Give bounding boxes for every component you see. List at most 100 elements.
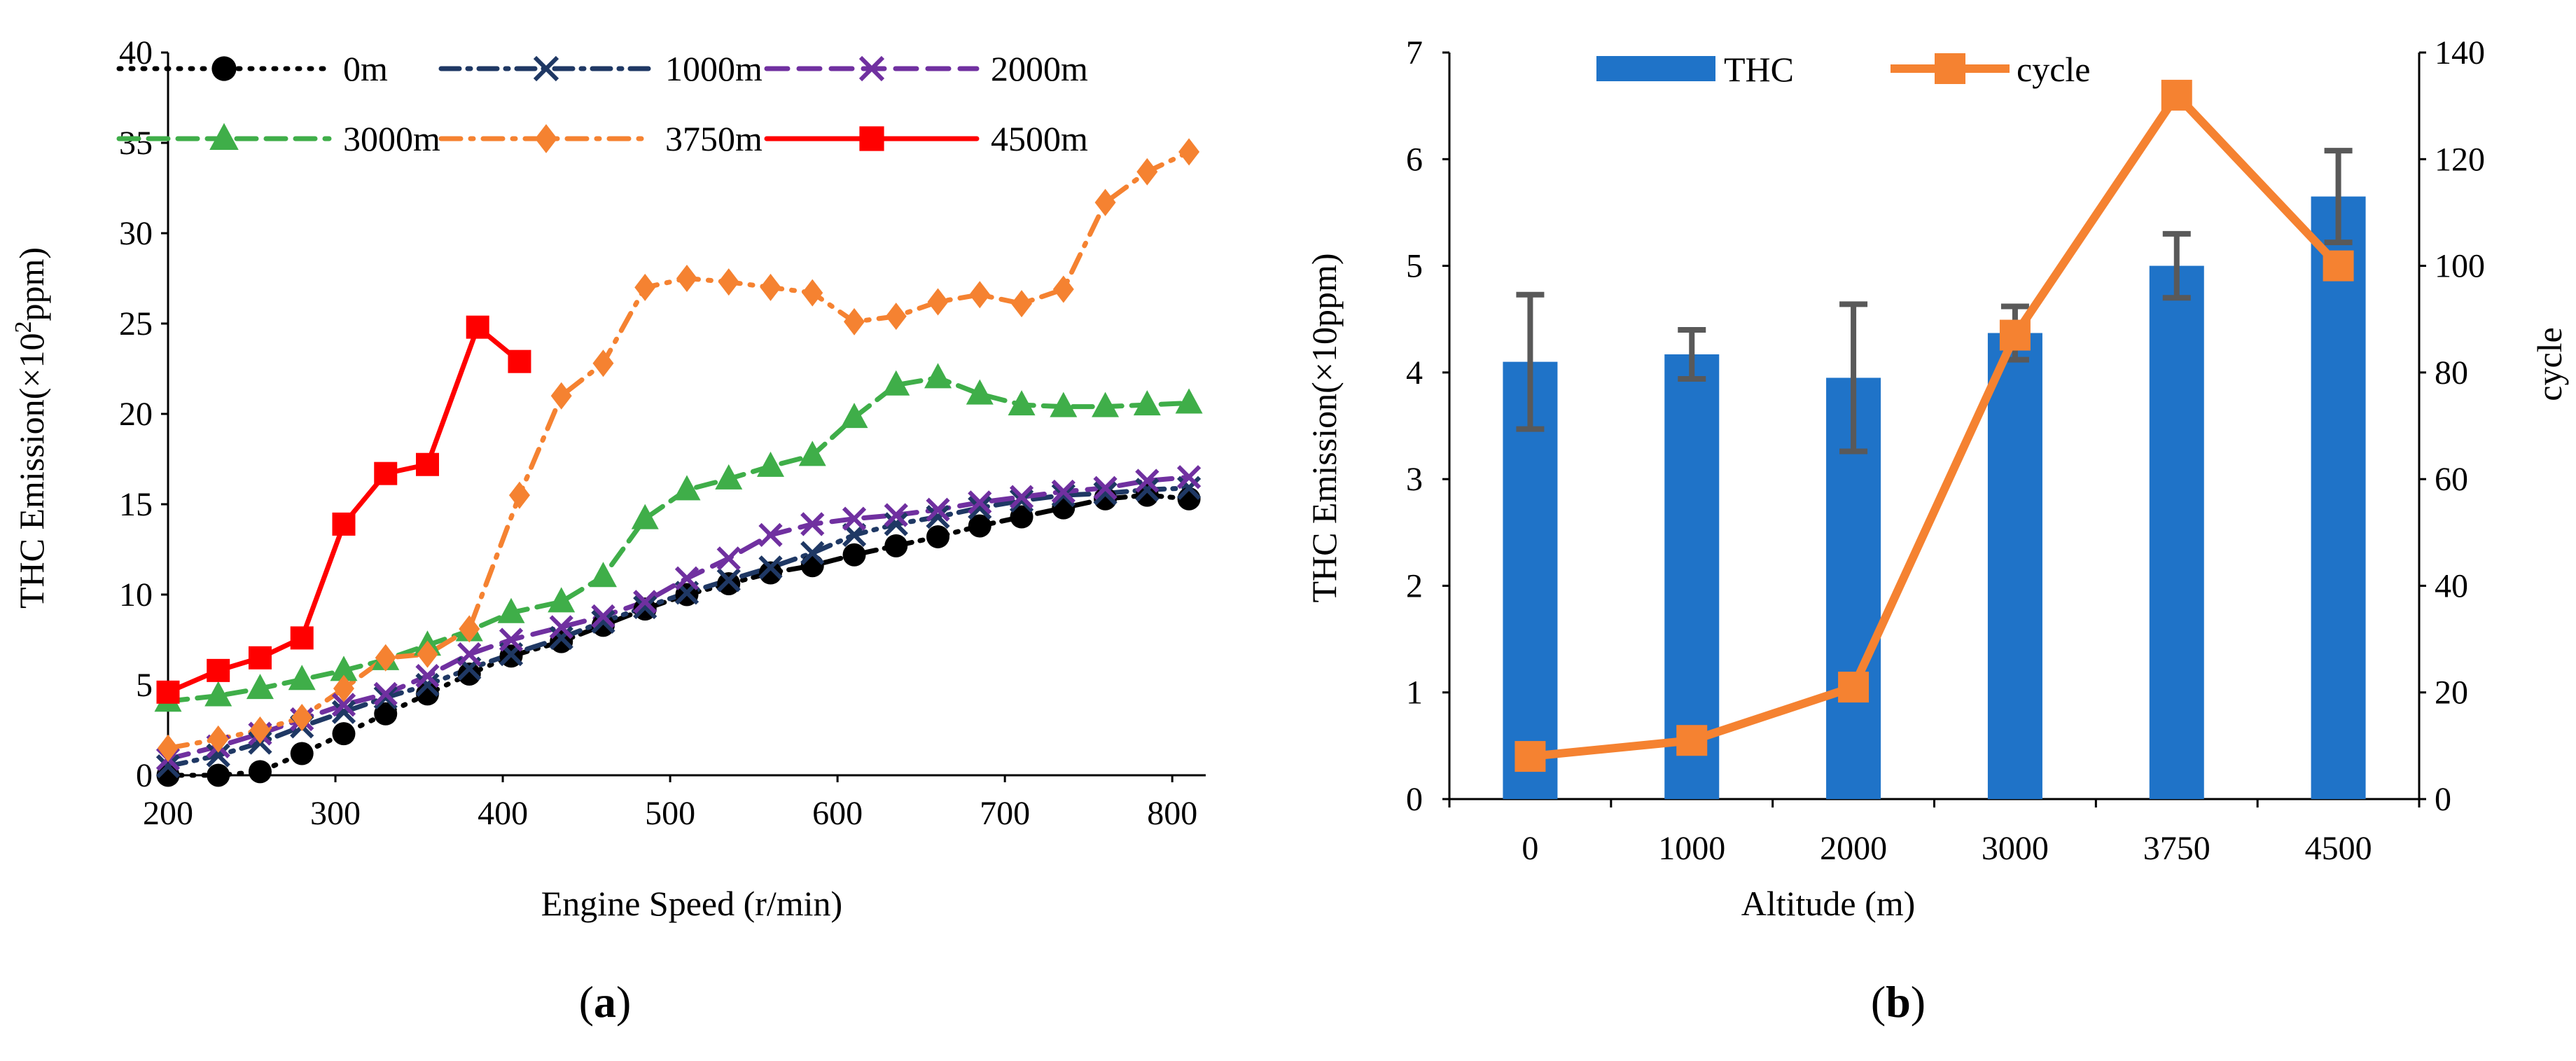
thc-error-bar bbox=[2324, 148, 2353, 246]
series-1000m-point bbox=[331, 700, 356, 724]
series-2000m-point bbox=[1051, 479, 1075, 504]
panel-b-cycle-line bbox=[1515, 79, 2354, 772]
panel-a-y-tick-label: 40 bbox=[119, 34, 153, 71]
panel-a-line-chart: 0 5 10 15 20 25 30 35 40 200 300 400 500 600 700 800 0m… bbox=[11, 34, 1206, 1027]
series-2000m-point bbox=[842, 506, 867, 531]
series-3750m-point bbox=[592, 349, 614, 377]
series-3000m-point bbox=[1175, 388, 1203, 414]
series-4500m-point bbox=[207, 658, 230, 682]
legend-2000m-marker bbox=[858, 55, 885, 82]
panel-b-label: (b) bbox=[1871, 977, 1926, 1027]
legend-1000m-marker bbox=[533, 55, 559, 82]
thc-bar bbox=[1987, 333, 2042, 799]
panel-b-y-tick-label: 3 bbox=[1406, 461, 1423, 498]
panel-a-x-tick-label: 700 bbox=[980, 795, 1030, 832]
series-2000m-point bbox=[1009, 485, 1034, 509]
series-3000m-point bbox=[631, 504, 659, 529]
series-3750m-point bbox=[207, 725, 229, 753]
panel-b-y2-axis-title: cycle bbox=[2530, 327, 2569, 401]
series-1000m-point bbox=[415, 672, 440, 698]
series-3750m-point bbox=[718, 268, 739, 296]
series-1000m-point bbox=[591, 609, 615, 634]
series-1000m-point bbox=[716, 568, 741, 592]
thc-bar bbox=[2311, 196, 2366, 800]
panel-a-tick-labels: 0 5 10 15 20 25 30 35 40 200 300 400 500 600 700 800 bbox=[119, 34, 1197, 832]
cycle-point bbox=[1838, 672, 1870, 703]
series-0m-point bbox=[1010, 505, 1033, 529]
series-4500m-point bbox=[156, 680, 180, 704]
panel-b-x-tick-label: 1000 bbox=[1658, 830, 1725, 867]
cycle-line bbox=[1529, 90, 2341, 761]
panel-b-x-tick-label: 3750 bbox=[2143, 830, 2211, 867]
series-2000m-point bbox=[800, 512, 825, 536]
panel-b-y-tick-label: 2 bbox=[1406, 567, 1423, 604]
legend-thc-label: THC bbox=[1724, 50, 1794, 89]
series-1000m-point bbox=[1135, 478, 1160, 502]
series-3750m-point bbox=[158, 734, 179, 762]
panel-a-y-axis-title-prefix: THC Emission(×10 bbox=[12, 333, 51, 609]
series-3000m-point bbox=[966, 379, 994, 405]
series-3000m-point bbox=[840, 403, 868, 429]
series-0m-point bbox=[457, 663, 481, 686]
legend-4500m-label: 4500m bbox=[991, 119, 1088, 158]
panel-a-x-tick-label: 300 bbox=[310, 795, 361, 832]
series-3750m-point bbox=[969, 281, 991, 309]
series-1000m-point bbox=[968, 496, 992, 520]
panel-a-y-tick-label: 5 bbox=[136, 667, 153, 704]
panel-b-bar-line-chart: 0 1 2 3 4 5 6 7 0 20 40 60 80 100 120 140 0 1000 2000 3000 3… bbox=[1304, 34, 2569, 1027]
panel-b-legend: THC cycle bbox=[1596, 50, 2090, 89]
series-3750m-point bbox=[333, 674, 354, 702]
series-0m-point bbox=[248, 760, 272, 784]
series-0m-point bbox=[717, 572, 741, 596]
panel-a-legend: 0m 1000m 2000m 3000m 3750m 4500m bbox=[116, 49, 1088, 158]
panel-b-x-tick-label: 0 bbox=[1522, 830, 1538, 867]
series-2000m-point bbox=[331, 693, 356, 717]
series-3750m-point bbox=[802, 279, 823, 307]
panel-a-x-tick-label: 200 bbox=[143, 795, 193, 832]
panel-b-y-tick-label: 1 bbox=[1406, 674, 1423, 712]
series-3750m-point bbox=[249, 716, 271, 744]
panel-b-y2-tick-label: 20 bbox=[2435, 674, 2468, 712]
panel-b-y2-tick-label: 100 bbox=[2435, 248, 2485, 285]
thc-error-bar bbox=[1516, 291, 1545, 432]
thc-error-bar bbox=[1678, 326, 1706, 382]
series-0m-point bbox=[926, 525, 950, 548]
legend-thc-swatch bbox=[1596, 56, 1715, 81]
series-1000m-point bbox=[549, 625, 573, 651]
series-3750m-point bbox=[417, 640, 438, 668]
series-3000m-point bbox=[246, 674, 274, 700]
panel-b-y2-tick-label: 40 bbox=[2435, 567, 2468, 604]
series-3750m-point bbox=[1178, 138, 1200, 166]
series-3000m-point bbox=[882, 370, 910, 396]
panel-b-error-bars bbox=[1516, 148, 2353, 455]
series-2000m-point bbox=[716, 546, 741, 571]
series-0m-point bbox=[374, 702, 398, 726]
thc-bar bbox=[1503, 361, 1558, 799]
series-1000m-point bbox=[926, 504, 950, 529]
series-1000m-point bbox=[1176, 476, 1202, 500]
series-1000m-point bbox=[1093, 481, 1118, 506]
thc-bar bbox=[1664, 354, 1720, 799]
series-3000m-point bbox=[798, 441, 826, 466]
thc-error-bar bbox=[1839, 301, 1868, 455]
series-3750m-point bbox=[676, 265, 697, 292]
series-3750m-point bbox=[885, 303, 907, 331]
series-2000m-point bbox=[373, 681, 398, 707]
panel-a-x-tick-label: 400 bbox=[478, 795, 528, 832]
series-3000m-point bbox=[1050, 391, 1078, 417]
series-3750m-point bbox=[760, 273, 781, 301]
panel-b-y-tick-label: 7 bbox=[1406, 34, 1423, 71]
panel-b-tick-labels: 0 1 2 3 4 5 6 7 0 20 40 60 80 100 120 140 0 1000 2000 3000 3… bbox=[1406, 34, 2485, 867]
series-4500m-point bbox=[466, 315, 489, 339]
panel-a-y-tick-label: 25 bbox=[119, 305, 153, 342]
series-2000m-point bbox=[674, 566, 699, 590]
panel-a-series-markers bbox=[154, 138, 1203, 787]
series-3000m-point bbox=[715, 464, 743, 490]
series-1000m-line bbox=[165, 485, 1192, 769]
cycle-point bbox=[1515, 741, 1546, 772]
series-1000m-point bbox=[373, 685, 398, 710]
series-1000m-point bbox=[206, 743, 230, 768]
series-1000m-point bbox=[758, 555, 783, 580]
series-3750m-point bbox=[1136, 158, 1158, 186]
